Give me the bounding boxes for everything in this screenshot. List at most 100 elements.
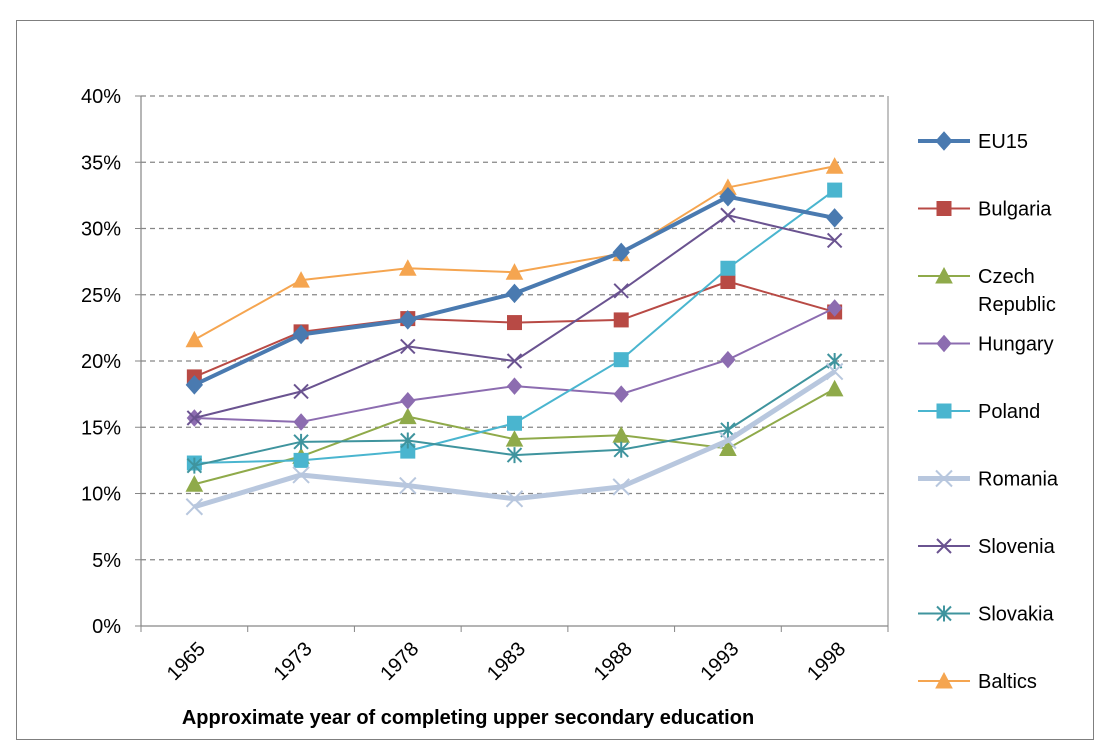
data-point-baltics <box>398 259 417 276</box>
data-point-romania <box>505 490 524 508</box>
data-point-slovakia <box>613 441 629 458</box>
data-point-hungary <box>506 377 523 395</box>
data-point-slovenia <box>293 383 309 400</box>
x-tick-label: 1965 <box>163 638 210 685</box>
series-poland <box>186 182 843 471</box>
data-point-czech-republic <box>398 407 417 425</box>
series-line-baltics <box>193 165 835 341</box>
x-tick-label: 1998 <box>803 638 850 685</box>
data-point-eu15 <box>612 242 630 263</box>
legend-item-bulgaria: Bulgaria <box>918 199 1052 221</box>
data-point-czech-republic <box>719 439 737 456</box>
data-point-eu15 <box>505 283 524 304</box>
data-point-slovenia <box>613 283 629 299</box>
legend-marker <box>936 605 952 622</box>
legend-label: Poland <box>978 401 1040 423</box>
legend-item-baltics: Baltics <box>918 671 1037 693</box>
y-tick-label: 10% <box>81 484 121 506</box>
x-tick-label: 1978 <box>376 638 423 685</box>
data-point-baltics <box>505 263 524 280</box>
data-point-hungary <box>720 350 736 369</box>
legend-label: Czech <box>978 266 1035 288</box>
data-point-slovenia <box>826 232 843 249</box>
data-point-romania <box>825 362 844 381</box>
data-point-baltics <box>292 271 310 288</box>
legend-marker <box>936 201 952 216</box>
series-slovakia <box>186 353 843 474</box>
legend-label: Bulgaria <box>978 199 1052 221</box>
legend-item-czech-republic: Czech Republic <box>918 266 1056 316</box>
y-tick-label: 0% <box>92 616 121 638</box>
data-point-slovakia <box>506 447 523 464</box>
data-point-slovakia <box>400 432 416 449</box>
legend-marker <box>935 671 953 689</box>
data-point-eu15 <box>825 208 844 228</box>
y-tick-label: 5% <box>92 550 121 572</box>
data-point-slovenia <box>186 410 203 426</box>
x-tick-label: 1993 <box>696 638 743 685</box>
legend-marker <box>935 131 953 151</box>
data-point-czech-republic <box>185 475 204 492</box>
legend-marker <box>935 266 953 284</box>
legend-item-poland: Poland <box>918 401 1040 423</box>
legend-item-slovakia: Slovakia <box>918 604 1054 626</box>
data-point-slovenia <box>400 338 416 355</box>
legend-label: EU15 <box>978 131 1028 153</box>
legend-marker <box>936 334 952 353</box>
legend-label: Republic <box>978 294 1056 316</box>
x-tick-label: 1973 <box>270 638 317 685</box>
data-point-eu15 <box>399 310 417 330</box>
x-axis-ticks: 1965 1973 1978 1983 1988 1993 1998 <box>140 626 889 685</box>
data-point-hungary <box>293 413 309 431</box>
data-point-baltics <box>185 330 204 348</box>
legend-label: Slovenia <box>978 536 1056 558</box>
legend-label: Hungary <box>978 334 1054 356</box>
data-point-romania <box>612 478 630 496</box>
y-tick-label: 25% <box>81 285 121 307</box>
x-tick-label: 1988 <box>590 638 637 685</box>
legend-item-eu15: EU15 <box>918 131 1028 153</box>
data-point-hungary <box>826 299 843 317</box>
legend-label: Slovakia <box>978 604 1054 626</box>
data-point-bulgaria <box>720 274 736 289</box>
data-point-poland <box>293 452 309 468</box>
y-tick-label: 15% <box>81 417 121 439</box>
series-czech-republic <box>185 379 844 492</box>
data-point-romania <box>292 466 310 484</box>
data-point-bulgaria <box>613 312 629 328</box>
y-tick-label: 40% <box>81 86 121 108</box>
data-point-romania <box>185 498 204 516</box>
legend-label: Baltics <box>978 671 1037 693</box>
series-romania <box>185 362 844 516</box>
data-point-czech-republic <box>825 379 844 397</box>
legend-label: Romania <box>978 469 1059 491</box>
series-slovenia <box>186 207 843 426</box>
data-point-czech-republic <box>505 430 524 447</box>
legend-item-romania: Romania <box>918 469 1059 491</box>
data-point-bulgaria <box>507 315 522 331</box>
x-axis-title: Approximate year of completing upper sec… <box>182 707 754 729</box>
data-point-poland <box>827 182 843 198</box>
data-point-slovakia <box>293 433 309 450</box>
data-point-poland <box>507 415 522 431</box>
data-point-hungary <box>400 391 416 410</box>
data-point-poland <box>720 260 736 276</box>
data-point-baltics <box>825 157 844 174</box>
data-point-romania <box>719 431 737 450</box>
x-tick-label: 1983 <box>483 638 530 685</box>
legend-marker <box>936 538 952 554</box>
y-tick-label: 30% <box>81 219 121 241</box>
data-point-slovenia <box>506 353 523 369</box>
data-point-eu15 <box>719 186 737 207</box>
data-point-slovakia <box>186 457 203 474</box>
data-point-slovenia <box>720 207 736 223</box>
data-point-eu15 <box>185 375 204 395</box>
y-tick-label: 35% <box>81 152 121 174</box>
data-point-poland <box>613 352 629 368</box>
legend-item-hungary: Hungary <box>918 334 1054 356</box>
legend: EU15 Bulgaria Czech Republic Hungary Poland Ro… <box>918 131 1059 693</box>
y-tick-label: 20% <box>81 351 121 373</box>
legend-item-slovenia: Slovenia <box>918 536 1056 558</box>
legend-marker <box>936 403 952 419</box>
